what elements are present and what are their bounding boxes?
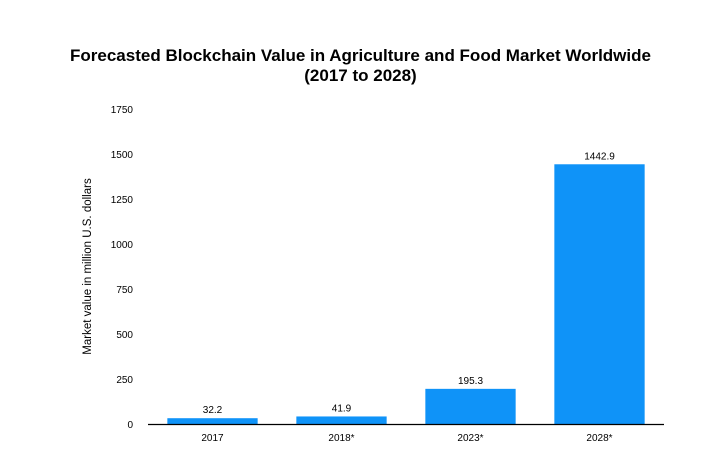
y-tick-label: 1500 [111, 150, 134, 161]
chart-title: Forecasted Blockchain Value in Agricultu… [0, 46, 721, 86]
bar [167, 418, 258, 424]
x-axis-ticks: 2017 2018* 2023* 2028* [201, 433, 612, 444]
y-tick-label: 1000 [111, 240, 134, 251]
chart-title-line-2: (2017 to 2028) [304, 66, 417, 85]
y-tick-label: 250 [116, 375, 133, 386]
x-tick-label: 2023* [457, 433, 483, 444]
y-tick-label: 1750 [111, 105, 134, 116]
y-tick-label: 1250 [111, 195, 134, 206]
bar-value-label: 195.3 [458, 376, 483, 387]
y-tick-label: 750 [116, 285, 133, 296]
bar [425, 388, 516, 424]
y-axis-label: Market value in million U.S. dollars [82, 178, 94, 355]
bar-value-labels: 32.2 41.9 195.3 1442.9 [203, 151, 615, 416]
x-tick-label: 2028* [586, 433, 612, 444]
bar-value-label: 32.2 [203, 405, 223, 416]
chart-title-line-1: Forecasted Blockchain Value in Agricultu… [70, 46, 651, 65]
bar-value-label: 1442.9 [584, 151, 615, 162]
x-tick-label: 2018* [328, 433, 354, 444]
bars [167, 164, 645, 424]
bar [554, 164, 645, 424]
x-tick-label: 2017 [201, 433, 224, 444]
y-axis-label-group: Market value in million U.S. dollars [82, 178, 94, 355]
y-tick-label: 500 [116, 330, 133, 341]
bar-value-label: 41.9 [332, 403, 352, 414]
y-tick-label: 0 [127, 420, 133, 431]
bar [296, 416, 387, 424]
y-axis-ticks: 0 250 500 750 1000 1250 1500 1750 [111, 105, 134, 431]
